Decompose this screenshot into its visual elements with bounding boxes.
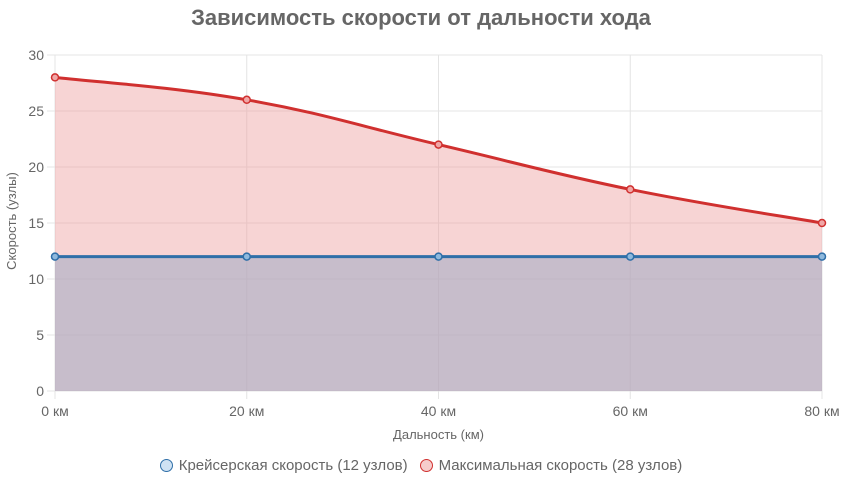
y-tick-label: 15 [28, 215, 44, 231]
data-point[interactable] [50, 252, 60, 261]
data-point[interactable] [242, 95, 251, 105]
y-axis-label: Скорость (узлы) [4, 172, 19, 270]
legend: Крейсерская скорость (12 узлов) Максимал… [0, 457, 842, 474]
x-tick-label: 60 км [613, 403, 648, 419]
legend-item-max-speed[interactable]: Максимальная скорость (28 узлов) [419, 457, 683, 474]
x-axis-label: Дальность (км) [393, 427, 484, 442]
data-point[interactable] [626, 185, 635, 194]
x-tick-label: 0 км [41, 403, 68, 419]
y-tick-label: 20 [28, 159, 44, 175]
legend-swatch-red-icon [419, 459, 433, 472]
x-tick-label: 80 км [804, 403, 839, 419]
cruise-speed-area [55, 256, 822, 391]
legend-item-cruise-speed[interactable]: Крейсерская скорость (12 узлов) [159, 457, 408, 474]
y-tick-label: 5 [36, 327, 44, 343]
legend-label: Максимальная скорость (28 узлов) [438, 457, 683, 474]
chart-title: Зависимость скорости от дальности хода [191, 5, 651, 30]
y-tick-label: 25 [28, 103, 44, 119]
data-point[interactable] [242, 252, 251, 261]
data-point[interactable] [434, 252, 443, 261]
x-tick-label: 40 км [421, 403, 456, 419]
data-point[interactable] [50, 73, 60, 82]
data-point[interactable] [434, 140, 443, 149]
legend-label: Крейсерская скорость (12 узлов) [178, 457, 408, 474]
data-point[interactable] [626, 252, 635, 261]
y-tick-label: 0 [36, 383, 44, 399]
y-tick-label: 10 [28, 271, 44, 287]
y-tick-label: 30 [28, 47, 44, 63]
data-point[interactable] [817, 252, 827, 261]
x-tick-label: 20 км [229, 403, 264, 419]
data-point[interactable] [817, 218, 827, 228]
legend-swatch-blue-icon [159, 459, 173, 472]
